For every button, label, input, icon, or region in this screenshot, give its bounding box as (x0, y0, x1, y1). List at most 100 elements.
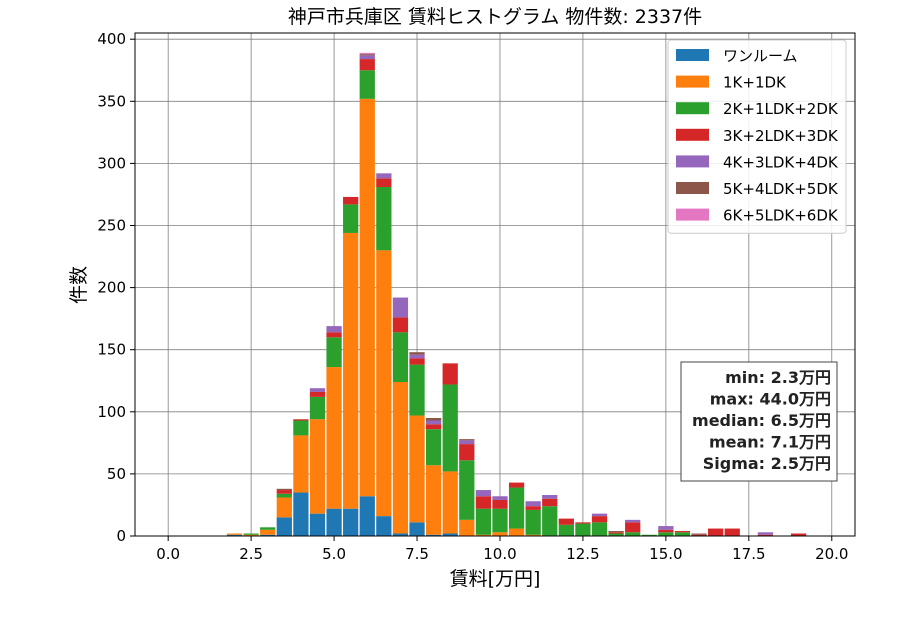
bar-14-series-5 (459, 439, 475, 441)
bar-12-series-1 (425, 465, 442, 535)
legend-swatch-1 (676, 75, 709, 88)
bar-15-series-2 (475, 508, 492, 535)
bar-9-series-0 (376, 516, 392, 536)
bar-7-series-3 (343, 196, 359, 205)
bar-28-series-5 (691, 533, 707, 535)
y-axis-label: 件数 (68, 266, 90, 304)
bar-12-series-2 (425, 429, 442, 466)
bar-17-series-1 (508, 528, 525, 536)
bar-8-series-1 (359, 98, 375, 497)
bar-22-series-4 (591, 513, 608, 517)
x-tick-label-7: 17.5 (732, 545, 765, 563)
bar-13-series-0 (442, 533, 458, 536)
bar-34-series-3 (790, 533, 807, 536)
x-tick-label-4: 10.0 (483, 545, 516, 563)
bar-18-series-2 (525, 509, 541, 535)
bar-10-series-3 (392, 317, 409, 333)
bar-9-series-3 (376, 178, 392, 188)
stats-line-4: Sigma: 2.5万円 (703, 454, 831, 473)
bar-2-series-0 (260, 534, 276, 536)
bar-17-series-2 (508, 487, 525, 529)
bar-1-series-1 (243, 534, 259, 536)
bar-19-series-3 (542, 498, 558, 507)
bar-32-series-3 (757, 534, 774, 536)
x-axis-label: 賃料[万円] (450, 568, 541, 590)
bar-11-series-0 (409, 522, 425, 536)
bar-6-series-1 (326, 367, 342, 509)
bar-11-series-2 (409, 364, 425, 416)
bar-5-series-1 (309, 419, 326, 514)
bar-32-series-4 (757, 532, 774, 535)
bar-4-series-1 (293, 435, 309, 493)
legend-label-0: ワンルーム (723, 47, 798, 65)
bar-5-series-3 (309, 391, 326, 397)
bars-group (226, 52, 807, 536)
x-tick-label-5: 12.5 (566, 545, 599, 563)
bar-27-series-2 (674, 532, 691, 536)
bar-21-series-3 (575, 522, 591, 524)
y-tick-label-2: 100 (97, 403, 126, 421)
bar-12-series-0 (425, 534, 442, 536)
legend-label-1: 1K+1DK (723, 74, 787, 92)
bar-19-series-2 (542, 506, 558, 536)
bar-20-series-3 (558, 518, 574, 525)
bar-16-series-3 (492, 499, 508, 509)
bar-19-series-4 (542, 495, 558, 499)
bar-9-series-4 (376, 173, 392, 179)
bar-8-series-2 (359, 70, 375, 99)
bar-5-series-4 (309, 388, 326, 392)
bar-8-series-6 (359, 52, 375, 55)
bar-3-series-5 (276, 488, 292, 491)
bar-18-series-1 (525, 534, 541, 536)
bar-8-series-4 (359, 55, 375, 60)
bar-20-series-2 (558, 524, 574, 536)
bar-10-series-1 (392, 381, 409, 534)
legend-swatch-6 (676, 208, 709, 221)
bar-7-series-1 (343, 232, 359, 509)
bar-23-series-3 (608, 532, 624, 534)
chart-title: 神戸市兵庫区 賃料ヒストグラム 物件数: 2337件 (288, 6, 702, 28)
bar-24-series-4 (625, 519, 641, 523)
bar-8-series-3 (359, 59, 375, 71)
stats-line-1: max: 44.0万円 (710, 390, 831, 409)
bar-22-series-3 (591, 516, 608, 523)
bar-12-series-4 (425, 420, 442, 425)
bar-2-series-1 (260, 529, 276, 535)
bar-6-series-0 (326, 508, 342, 536)
x-tick-label-1: 2.5 (239, 545, 263, 563)
bar-28-series-3 (691, 534, 707, 536)
stats-box: min: 2.3万円 max: 44.0万円 median: 6.5万円 mean: … (680, 361, 838, 482)
bar-3-series-0 (276, 517, 292, 536)
bar-10-series-0 (392, 533, 409, 536)
y-tick-label-3: 150 (97, 341, 126, 359)
bar-3-series-2 (276, 493, 292, 498)
stats-frame (680, 361, 838, 482)
bar-0-series-0 (226, 534, 243, 536)
legend-swatch-4 (676, 155, 709, 168)
bar-7-series-2 (343, 204, 359, 233)
bar-15-series-1 (475, 534, 492, 536)
bar-9-series-2 (376, 187, 392, 251)
bar-15-series-4 (475, 490, 492, 497)
bar-6-series-4 (326, 326, 342, 333)
bar-26-series-2 (658, 532, 674, 536)
bar-6-series-3 (326, 332, 342, 338)
x-tick-label-8: 20.0 (815, 545, 848, 563)
y-axis-ticks: 0 50 100 150 200 250 300 350 400 (97, 30, 135, 545)
bar-4-series-2 (293, 420, 309, 436)
bar-11-series-5 (409, 352, 425, 355)
bar-26-series-3 (658, 529, 674, 533)
bar-4-series-0 (293, 492, 309, 536)
x-tick-label-2: 5.0 (322, 545, 346, 563)
bar-13-series-1 (442, 471, 458, 534)
bar-23-series-5 (608, 531, 624, 533)
x-axis-ticks: 0.0 2.5 5.0 7.5 10.0 12.5 15.0 17.5 20.0 (156, 536, 848, 563)
bar-13-series-2 (442, 384, 458, 472)
legend-swatch-2 (676, 102, 709, 115)
bar-8-series-5 (359, 54, 375, 56)
stats-line-2: median: 6.5万円 (692, 411, 831, 430)
bar-10-series-4 (392, 297, 409, 318)
bar-6-series-2 (326, 337, 342, 368)
bar-12-series-5 (425, 418, 442, 421)
